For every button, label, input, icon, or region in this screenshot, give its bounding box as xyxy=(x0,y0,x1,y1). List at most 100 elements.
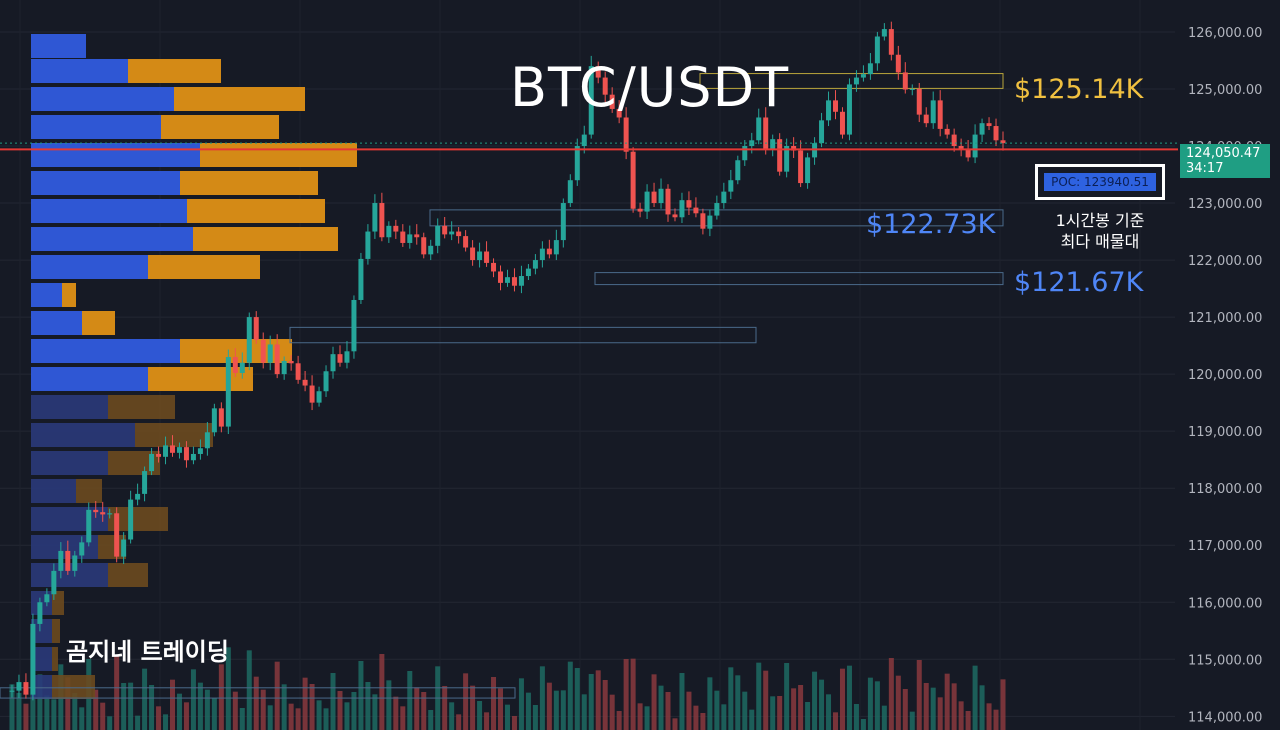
candle-body xyxy=(386,225,392,238)
volume-bar xyxy=(819,679,825,730)
volume-bar xyxy=(672,718,678,730)
candle-body xyxy=(644,191,650,212)
volume-bar xyxy=(1000,679,1006,730)
volume-bar xyxy=(414,687,420,730)
volume-profile xyxy=(31,34,357,699)
candle-body xyxy=(672,214,678,218)
volume-bar xyxy=(484,712,490,730)
candle-body xyxy=(121,539,127,557)
volume-bar xyxy=(867,677,873,730)
y-tick-label: 117,000.00 xyxy=(1188,539,1262,554)
candle-body xyxy=(867,63,873,75)
candle-body xyxy=(274,344,280,375)
candle-body xyxy=(986,123,992,127)
candles xyxy=(9,21,1006,701)
reference-lines xyxy=(0,142,1178,151)
volume-bar xyxy=(295,708,301,730)
volume-bar xyxy=(44,695,50,730)
volume-bar xyxy=(442,686,448,730)
candle-body xyxy=(302,379,308,386)
volume-bar xyxy=(379,654,385,730)
volume-bar xyxy=(944,673,950,730)
volume-bar xyxy=(623,659,629,730)
candle-body xyxy=(365,231,371,259)
volume-bar xyxy=(428,710,434,730)
candle-body xyxy=(428,245,434,255)
candle-body xyxy=(470,247,476,261)
candle-body xyxy=(693,207,699,214)
volume-bar xyxy=(595,670,601,730)
volume-bar xyxy=(163,714,169,730)
y-tick-label: 121,000.00 xyxy=(1188,311,1262,326)
volume-bar xyxy=(965,711,971,730)
volume-bar xyxy=(386,680,392,730)
candle-body xyxy=(316,391,322,403)
candle-body xyxy=(267,344,273,363)
candle-body xyxy=(819,120,825,144)
candle-body xyxy=(176,447,182,453)
candle-body xyxy=(456,231,462,237)
profile-buy-bar xyxy=(31,171,180,195)
candle-body xyxy=(902,72,908,90)
volume-bar xyxy=(846,665,852,730)
candle-body xyxy=(295,363,301,380)
candle-body xyxy=(853,77,859,85)
volume-bar xyxy=(951,683,957,730)
profile-buy-bar xyxy=(31,311,82,335)
candle-body xyxy=(260,339,266,363)
volume-bar xyxy=(393,696,399,730)
profile-buy-bar xyxy=(31,451,108,475)
candle-body xyxy=(560,203,566,241)
volume-bar xyxy=(498,688,504,730)
volume-bar xyxy=(183,702,189,730)
candle-body xyxy=(798,150,804,184)
candle-body xyxy=(288,361,294,364)
volume-bar xyxy=(65,677,71,730)
candle-body xyxy=(9,690,15,692)
volume-bar xyxy=(895,675,901,730)
candle-body xyxy=(937,100,943,129)
volume-bar xyxy=(958,701,964,730)
volume-bar xyxy=(721,704,727,730)
volume-bar xyxy=(504,704,510,730)
candle-body xyxy=(484,251,490,263)
volume-bar xyxy=(288,703,294,730)
candle-body xyxy=(463,236,469,248)
level-label-122k: $122.73K xyxy=(866,209,996,240)
volume-bar xyxy=(644,706,650,730)
volume-bar xyxy=(532,705,538,730)
candle-body xyxy=(107,513,113,515)
volume-bar xyxy=(763,670,769,730)
volume-bar xyxy=(93,689,99,730)
candle-body xyxy=(449,231,455,235)
volume-bar xyxy=(135,715,141,730)
price-zone xyxy=(0,687,516,699)
volume-bar xyxy=(972,665,978,730)
volume-bar xyxy=(826,694,832,730)
candle-body xyxy=(923,114,929,124)
volume-bar xyxy=(839,668,845,730)
candle-body xyxy=(79,542,85,556)
volume-bar xyxy=(986,703,992,730)
candle-body xyxy=(16,682,22,691)
candle-body xyxy=(784,146,790,172)
candle-body xyxy=(400,231,406,243)
candle-body xyxy=(169,445,175,453)
volume-bar xyxy=(149,685,155,730)
volume-bar xyxy=(169,679,175,730)
volume-bar xyxy=(37,674,43,730)
volume-bar xyxy=(916,660,922,730)
candle-body xyxy=(686,200,692,208)
y-tick-label: 120,000.00 xyxy=(1188,368,1262,383)
candle-body xyxy=(44,594,50,603)
candle-body xyxy=(204,432,210,449)
volume-bar xyxy=(714,690,720,730)
profile-buy-bar xyxy=(31,395,108,419)
candle-body xyxy=(1000,140,1006,144)
candle-body xyxy=(442,225,448,235)
volume-bar xyxy=(588,674,594,730)
volume-bar xyxy=(79,707,85,730)
candle-body xyxy=(833,100,839,112)
candle-body xyxy=(142,471,148,494)
volume-bar xyxy=(546,682,552,730)
